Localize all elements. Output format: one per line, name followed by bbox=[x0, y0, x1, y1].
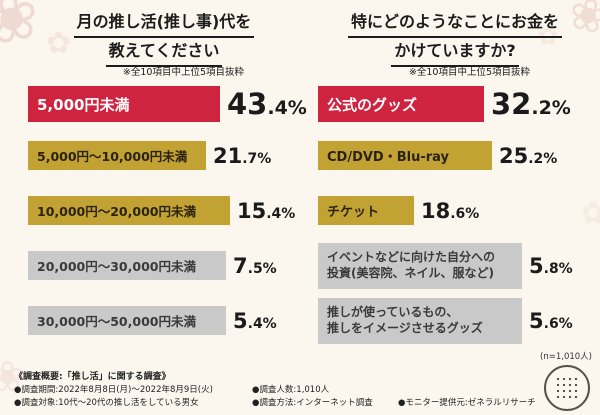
bar-label: 5,000円未満 bbox=[37, 95, 130, 114]
bar-segment: 公式のグッズ bbox=[318, 86, 484, 122]
bar-segment: 5,000円〜10,000円未満 bbox=[28, 141, 206, 170]
bar-value: 32.2% bbox=[491, 87, 571, 121]
sample-size-note: (n=1,010人) bbox=[540, 352, 592, 362]
bar-value: 7.5% bbox=[233, 253, 277, 278]
bar-row: 5,000円〜10,000円未満 21.7% bbox=[28, 141, 271, 170]
bar-value: 15.4% bbox=[237, 198, 296, 223]
title-line: 特にどのようなことにお金を bbox=[347, 9, 562, 38]
bar-label: イベントなどに向けた自分への 投資(美容院、ネイル、服など) bbox=[327, 250, 496, 280]
title-line: 教えてください bbox=[105, 38, 223, 67]
bar-label: 30,000円〜50,000円未満 bbox=[37, 314, 196, 329]
bar-value: 43.4% bbox=[227, 87, 307, 121]
bar-row: 30,000円〜50,000円未満 5.4% bbox=[28, 306, 277, 335]
survey-period: ●調査期間:2022年8月8日(月)〜2022年8月9日(火) bbox=[14, 385, 213, 395]
survey-target: ●調査対象:10代〜20代の推し活をしている男女 bbox=[14, 398, 199, 408]
bar-label: 10,000円〜20,000円未満 bbox=[37, 204, 196, 219]
bar-label: チケット bbox=[327, 205, 380, 220]
bar-segment: CD/DVD・Blu-ray bbox=[318, 141, 492, 170]
left-chart-title: 月の推し活(推し事)代を 教えてください bbox=[28, 9, 300, 67]
bar-segment: 10,000円〜20,000円未満 bbox=[28, 196, 230, 225]
survey-count: ●調査人数:1,010人 bbox=[252, 385, 330, 395]
logo-dot-pattern bbox=[555, 376, 579, 400]
title-line: かけていますか? bbox=[391, 38, 519, 67]
bar-value: 18.6% bbox=[421, 198, 480, 223]
bar-label: 5,000円〜10,000円未満 bbox=[37, 149, 188, 164]
survey-monitor-provider: ●モニター提供元:ゼネラルリサーチ bbox=[398, 398, 536, 408]
bar-segment: 30,000円〜50,000円未満 bbox=[28, 306, 226, 335]
bar-segment: イベントなどに向けた自分への 投資(美容院、ネイル、服など) bbox=[318, 243, 522, 289]
bar-segment: 5,000円未満 bbox=[28, 86, 220, 122]
bar-row: 推しが使っているもの、 推しをイメージさせるグッズ 5.6% bbox=[318, 298, 573, 344]
bar-row: 公式のグッズ 32.2% bbox=[318, 86, 571, 122]
title-line: 月の推し活(推し事)代を bbox=[73, 9, 255, 38]
survey-overview-heading: 《調査概要:「推し活」に関する調査》 bbox=[14, 372, 171, 382]
bar-value: 21.7% bbox=[213, 143, 272, 168]
bar-value: 25.2% bbox=[499, 143, 558, 168]
bar-row: 10,000円〜20,000円未満 15.4% bbox=[28, 196, 295, 225]
bar-segment: チケット bbox=[318, 196, 414, 225]
bar-segment: 20,000円〜30,000円未満 bbox=[28, 251, 226, 280]
bar-label: 20,000円〜30,000円未満 bbox=[37, 259, 196, 274]
bar-row: 20,000円〜30,000円未満 7.5% bbox=[28, 251, 277, 280]
right-chart-note: ※全10項目中上位5項目抜粋 bbox=[408, 67, 530, 78]
bar-value: 5.6% bbox=[529, 309, 573, 333]
bar-row: チケット 18.6% bbox=[318, 196, 479, 225]
right-chart-title: 特にどのようなことにお金を かけていますか? bbox=[318, 9, 592, 67]
bar-label: 公式のグッズ bbox=[327, 95, 418, 114]
bar-value: 5.8% bbox=[529, 254, 573, 278]
circular-stamp-logo-icon bbox=[544, 365, 590, 411]
flower-decoration-icon: ✿ bbox=[580, 196, 600, 231]
bar-value: 5.4% bbox=[233, 308, 277, 333]
bar-segment: 推しが使っているもの、 推しをイメージさせるグッズ bbox=[318, 298, 522, 344]
bar-row: 5,000円未満 43.4% bbox=[28, 86, 307, 122]
bar-row: CD/DVD・Blu-ray 25.2% bbox=[318, 141, 557, 170]
bar-label: CD/DVD・Blu-ray bbox=[327, 150, 449, 165]
survey-method: ●調査方法:インターネット調査 bbox=[252, 398, 373, 408]
bar-label: 推しが使っているもの、 推しをイメージさせるグッズ bbox=[327, 305, 483, 335]
left-chart-note: ※全10項目中上位5項目抜粋 bbox=[122, 67, 244, 78]
bar-row: イベントなどに向けた自分への 投資(美容院、ネイル、服など) 5.8% bbox=[318, 243, 573, 289]
